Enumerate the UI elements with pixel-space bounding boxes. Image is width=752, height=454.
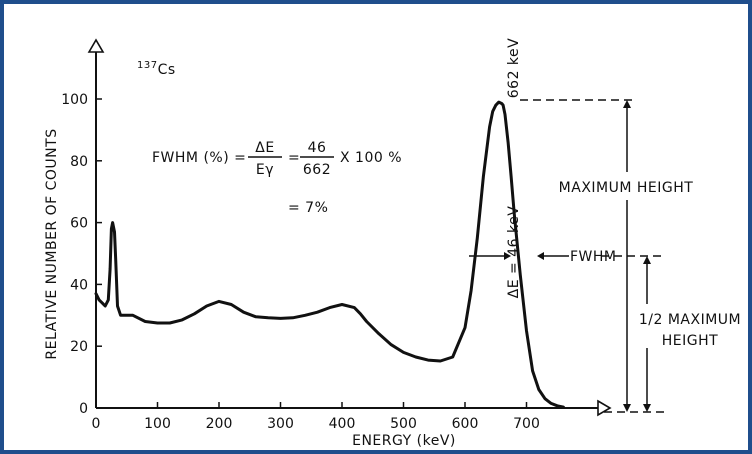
y-tick-label: 20 — [70, 339, 88, 355]
fwhm-arrow-left-head — [504, 252, 511, 260]
spectrum-chart: 0 100 200 300 400 500 600 700 0 20 40 60 80 100 ENER… — [44, 38, 741, 449]
max-height-label: MAXIMUM HEIGHT — [559, 180, 694, 196]
x-axis-arrow — [597, 399, 612, 417]
x-tick-label: 0 — [92, 416, 101, 432]
x-tick-label: 500 — [390, 416, 417, 432]
max-height-arrow-bottom — [623, 404, 631, 412]
delta-e-label: ΔE = 46 keV — [506, 206, 522, 299]
fwhm-fraction-num: ΔE — [255, 140, 274, 156]
y-ticks: 0 20 40 60 80 100 — [61, 92, 102, 417]
y-tick-label: 80 — [70, 154, 88, 170]
source-mass-number: 137 — [137, 60, 158, 71]
x-tick-label: 300 — [267, 416, 294, 432]
x-tick-label: 100 — [144, 416, 171, 432]
fwhm-formula: FWHM (%) = ΔE Eγ = 46 662 X 100 % = 7% — [152, 140, 402, 216]
x-axis-label: ENERGY (keV) — [352, 433, 456, 449]
fwhm-value-num: 46 — [308, 140, 327, 156]
source-symbol: Cs — [158, 62, 176, 78]
y-tick-label: 100 — [61, 92, 88, 108]
half-max-label-line2: HEIGHT — [662, 333, 718, 349]
fwhm-equals: = — [288, 150, 300, 166]
fwhm-result: = 7% — [288, 200, 328, 216]
y-tick-label: 40 — [70, 277, 88, 293]
y-axis-label: RELATIVE NUMBER OF COUNTS — [44, 128, 60, 359]
fwhm-tag: FWHM — [570, 249, 617, 265]
source-label: 137Cs — [137, 60, 176, 78]
peak-energy-label: 662 keV — [506, 38, 522, 98]
fwhm-fraction-den: Eγ — [256, 162, 274, 178]
half-max-arrow-bottom — [643, 404, 651, 412]
fwhm-value-den: 662 — [303, 162, 331, 178]
fwhm-arrow-right-head — [537, 252, 544, 260]
y-tick-label: 0 — [79, 401, 88, 417]
x-tick-label: 700 — [513, 416, 540, 432]
half-max-arrow-top — [643, 256, 651, 264]
y-tick-label: 60 — [70, 216, 88, 232]
spectrum-curve — [94, 100, 565, 409]
fwhm-multiplier: X 100 % — [340, 150, 402, 166]
max-height-arrow-top — [623, 100, 631, 108]
fwhm-lhs: FWHM (%) = — [152, 150, 246, 166]
x-tick-label: 600 — [452, 416, 479, 432]
x-tick-label: 400 — [329, 416, 356, 432]
x-ticks: 0 100 200 300 400 500 600 700 — [92, 402, 540, 432]
half-max-label-line1: 1/2 MAXIMUM — [639, 312, 741, 328]
x-tick-label: 200 — [206, 416, 233, 432]
chart-frame: 0 100 200 300 400 500 600 700 0 20 40 60 80 100 ENER… — [4, 4, 748, 450]
y-axis-arrow — [87, 38, 105, 53]
